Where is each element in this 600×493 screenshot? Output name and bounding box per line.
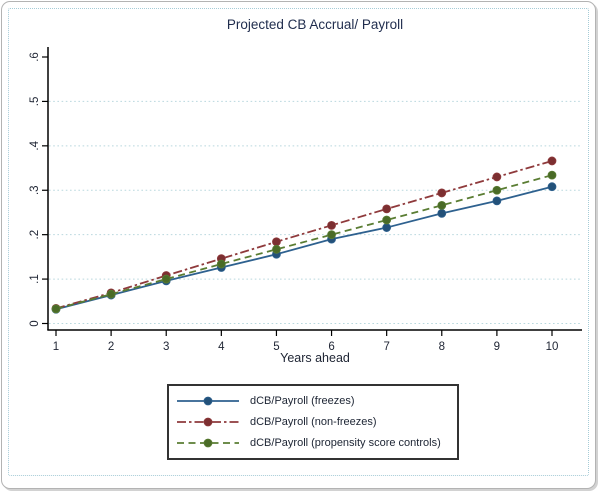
svg-text:10: 10 xyxy=(546,341,559,353)
svg-text:.6: .6 xyxy=(29,52,41,62)
data-point xyxy=(492,172,502,182)
svg-text:1: 1 xyxy=(53,341,59,353)
gridlines xyxy=(49,100,582,324)
svg-text:8: 8 xyxy=(439,341,445,353)
data-point xyxy=(437,188,447,198)
data-point xyxy=(382,215,392,225)
svg-text:2: 2 xyxy=(108,341,114,353)
svg-text:.4: .4 xyxy=(29,140,41,150)
svg-text:9: 9 xyxy=(494,341,500,353)
legend-label-propensity: dCB/Payroll (propensity score controls) xyxy=(250,437,441,450)
data-point xyxy=(216,259,226,269)
data-point xyxy=(492,196,502,206)
legend-key-propensity-line-icon xyxy=(177,438,239,448)
data-point xyxy=(382,204,392,214)
legend-key-non-freezes-line-icon xyxy=(177,417,239,427)
data-point xyxy=(272,237,281,247)
data-point xyxy=(492,185,502,195)
legend-label-freezes: dCB/Payroll (freezes) xyxy=(250,394,355,407)
legend-item-freezes: dCB/Payroll (freezes) xyxy=(176,391,457,411)
data-point xyxy=(437,208,447,218)
series-0 xyxy=(51,182,557,314)
legend-item-non-freezes: dCB/Payroll (non-freezes) xyxy=(176,412,457,432)
svg-text:4: 4 xyxy=(218,341,225,353)
data-point xyxy=(437,200,447,210)
svg-text:.3: .3 xyxy=(29,185,41,195)
svg-text:6: 6 xyxy=(328,341,334,353)
data-point xyxy=(382,223,392,232)
data-point xyxy=(327,230,336,240)
data-point xyxy=(547,156,557,166)
svg-text:5: 5 xyxy=(273,341,279,353)
svg-text:0: 0 xyxy=(29,320,41,326)
data-point xyxy=(327,220,336,230)
data-point xyxy=(161,274,171,284)
svg-text:.1: .1 xyxy=(29,274,41,284)
svg-text:.5: .5 xyxy=(29,97,41,107)
data-point xyxy=(106,289,116,299)
data-point xyxy=(272,244,281,254)
series-2 xyxy=(51,170,557,314)
x-axis-label: Years ahead xyxy=(280,351,350,365)
data-point xyxy=(547,182,557,192)
legend-label-non-freezes: dCB/Payroll (non-freezes) xyxy=(250,415,377,428)
legend-key-freezes-line-icon xyxy=(177,396,239,406)
svg-text:3: 3 xyxy=(163,341,169,353)
legend-box: dCB/Payroll (freezes) dCB/Payroll (non-f… xyxy=(167,384,459,460)
data-point xyxy=(547,170,557,180)
chart-title: Projected CB Accrual/ Payroll xyxy=(226,17,404,32)
axes: 0 .1 .2 .3 .4 .5 .6 1 2 3 4 5 6 7 8 9 10 xyxy=(29,47,582,353)
plot-area: 0 .1 .2 .3 .4 .5 .6 1 2 3 4 5 6 7 8 9 10 xyxy=(29,47,582,353)
data-point xyxy=(51,304,61,314)
svg-text:.2: .2 xyxy=(29,230,41,240)
svg-text:7: 7 xyxy=(383,341,389,353)
legend-item-propensity: dCB/Payroll (propensity score controls) xyxy=(176,433,457,453)
